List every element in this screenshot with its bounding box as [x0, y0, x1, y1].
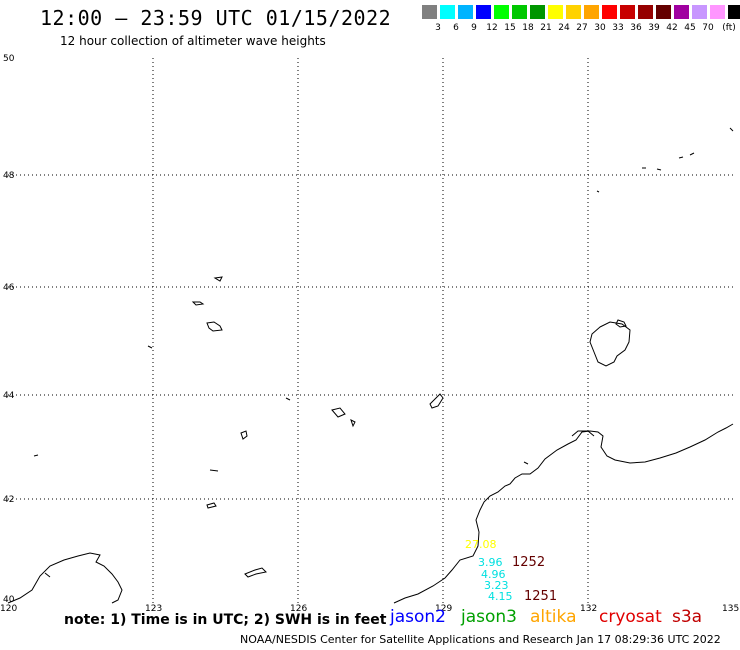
footer-note: note: 1) Time is in UTC; 2) SWH is in fe…	[64, 612, 387, 628]
legend-swatch-17	[728, 5, 740, 19]
legend-swatch-7	[548, 5, 563, 19]
lat-label-48: 48	[3, 171, 15, 181]
obs-value-3: 3.23	[484, 579, 509, 592]
legend-label-5: 15	[504, 23, 516, 33]
legend-label-12: 36	[630, 23, 642, 33]
lat-label-44: 44	[3, 391, 15, 401]
map-title: 12:00 – 23:59 UTC 01/15/2022	[40, 6, 392, 30]
legend-swatch-14	[674, 5, 689, 19]
lat-label-42: 42	[3, 495, 14, 505]
legend-swatch-12	[638, 5, 653, 19]
coastlines	[7, 127, 734, 604]
legend-swatch-13	[656, 5, 671, 19]
satellite-altika: altika	[530, 607, 577, 627]
legend-swatch-0	[422, 5, 437, 19]
satellite-jason3: jason3	[461, 607, 517, 627]
lon-label-135: 135	[722, 604, 739, 614]
graticule	[8, 58, 733, 603]
lon-label-132: 132	[580, 604, 597, 614]
legend-swatch-16	[710, 5, 725, 19]
credit-line: NOAA/NESDIS Center for Satellite Applica…	[240, 633, 721, 646]
legend-label-13: 39	[648, 23, 660, 33]
lon-label-120: 120	[0, 604, 17, 614]
legend-swatch-15	[692, 5, 707, 19]
legend-label-14: 42	[666, 23, 678, 33]
legend-label-2: 6	[453, 23, 459, 33]
legend-swatch-11	[620, 5, 635, 19]
legend-swatch-2	[458, 5, 473, 19]
legend-unit-label: (ft)	[722, 23, 736, 33]
obs-value-1: 3.96	[478, 556, 503, 569]
satellite-s3a: s3a	[672, 607, 703, 627]
legend-swatch-9	[584, 5, 599, 19]
pass-label-1251: 1251	[524, 589, 557, 604]
legend-label-6: 18	[522, 23, 534, 33]
legend-swatch-8	[566, 5, 581, 19]
satellite-cryosat: cryosat	[599, 607, 662, 627]
lon-label-129: 129	[435, 604, 452, 614]
legend-label-1: 3	[435, 23, 441, 33]
lat-label-46: 46	[3, 283, 15, 293]
lon-label-123: 123	[145, 604, 162, 614]
legend-swatch-5	[512, 5, 527, 19]
legend-swatch-3	[476, 5, 491, 19]
legend-swatch-6	[530, 5, 545, 19]
obs-value-4: 4.15	[488, 590, 513, 603]
obs-value-2: 4.96	[481, 568, 506, 581]
map-subtitle: 12 hour collection of altimeter wave hei…	[60, 34, 326, 48]
lon-label-126: 126	[290, 604, 307, 614]
legend-label-7: 21	[540, 23, 552, 33]
legend-swatch-10	[602, 5, 617, 19]
legend-swatch-1	[440, 5, 455, 19]
legend-label-15: 45	[684, 23, 696, 33]
legend-label-16: 70	[702, 23, 714, 33]
lat-label-50: 50	[3, 54, 15, 64]
legend-label-3: 9	[471, 23, 477, 33]
legend-label-8: 24	[558, 23, 570, 33]
legend-swatch-4	[494, 5, 509, 19]
legend-label-4: 12	[486, 23, 498, 33]
legend-label-10: 30	[594, 23, 606, 33]
obs-value-0: 27.08	[465, 538, 497, 551]
legend-label-11: 33	[612, 23, 624, 33]
satellite-jason2: jason2	[390, 607, 446, 627]
pass-label-1252: 1252	[512, 555, 545, 570]
lat-label-40: 40	[3, 595, 15, 605]
legend-label-9: 27	[576, 23, 588, 33]
